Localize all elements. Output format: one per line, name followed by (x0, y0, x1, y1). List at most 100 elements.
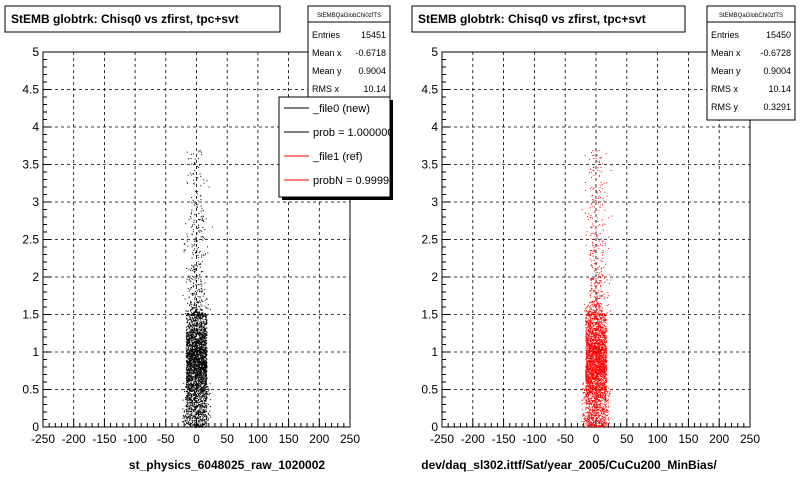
data-point (201, 309, 203, 311)
data-point (200, 393, 202, 395)
data-point (189, 419, 191, 421)
data-point (195, 333, 197, 335)
data-point (195, 376, 197, 378)
data-point (191, 403, 193, 405)
data-point (194, 404, 196, 406)
data-point (200, 322, 202, 324)
data-point (193, 384, 195, 386)
data-point (187, 403, 189, 405)
data-point (202, 363, 204, 365)
data-point (195, 425, 197, 427)
data-point (599, 396, 601, 398)
data-point (202, 423, 204, 425)
data-point (185, 377, 187, 379)
data-point (195, 384, 197, 386)
data-point (199, 311, 201, 313)
data-point (204, 333, 206, 335)
data-point (597, 369, 599, 371)
data-point (596, 361, 598, 363)
data-point (200, 314, 202, 316)
data-point (599, 332, 601, 334)
data-point (185, 348, 187, 350)
data-point (200, 406, 202, 408)
data-point (203, 254, 205, 256)
data-point (184, 424, 186, 426)
data-point (203, 327, 205, 329)
data-point (193, 269, 195, 271)
data-point (204, 299, 206, 301)
data-point (196, 320, 198, 322)
data-point (191, 355, 193, 357)
data-point (196, 191, 198, 193)
data-point (594, 426, 596, 428)
data-point (203, 362, 205, 364)
data-point (205, 396, 207, 398)
data-point (203, 353, 205, 355)
data-point (201, 355, 203, 357)
data-point (198, 401, 200, 403)
data-point (605, 365, 607, 367)
data-point (186, 377, 188, 379)
data-point (196, 314, 198, 316)
data-point (190, 286, 192, 288)
data-point (206, 379, 208, 381)
data-point (588, 409, 590, 411)
data-point (188, 379, 190, 381)
data-point (605, 380, 607, 382)
data-point (596, 329, 598, 331)
data-point (209, 410, 211, 412)
stats-label: Mean y (312, 66, 342, 76)
data-point (190, 411, 192, 413)
data-point (192, 421, 194, 423)
data-point (193, 328, 195, 330)
data-point (201, 396, 203, 398)
data-point (205, 347, 207, 349)
data-point (186, 409, 188, 411)
x-tick-label: -250 (430, 432, 454, 446)
data-point (606, 381, 608, 383)
data-point (605, 352, 607, 354)
data-point (592, 340, 594, 342)
data-point (205, 330, 207, 332)
data-point (195, 381, 197, 383)
data-point (203, 361, 205, 363)
data-point (593, 349, 595, 351)
data-point (199, 290, 201, 292)
data-point (206, 321, 208, 323)
data-point (200, 362, 202, 364)
data-point (199, 375, 201, 377)
data-point (192, 199, 194, 201)
data-point (186, 322, 188, 324)
data-point (201, 358, 203, 360)
data-point (195, 363, 197, 365)
data-point (200, 347, 202, 349)
data-point (200, 386, 202, 388)
data-point (187, 423, 189, 425)
data-point (185, 422, 187, 424)
data-point (193, 221, 195, 223)
data-point (197, 166, 199, 168)
data-point (591, 362, 593, 364)
data-point (600, 356, 602, 358)
data-point (202, 366, 204, 368)
data-point (187, 426, 189, 428)
data-point (598, 391, 600, 393)
data-point (601, 346, 603, 348)
data-point (605, 347, 607, 349)
data-point (596, 369, 598, 371)
data-point (604, 362, 606, 364)
data-point (191, 320, 193, 322)
data-point (196, 397, 198, 399)
data-point (195, 314, 197, 316)
data-point (586, 424, 588, 426)
data-point (186, 310, 188, 312)
data-point (195, 316, 197, 318)
data-point (191, 197, 193, 199)
data-point (193, 409, 195, 411)
data-point (206, 361, 208, 363)
data-point (202, 357, 204, 359)
data-point (201, 377, 203, 379)
data-point (596, 389, 598, 391)
data-point (197, 323, 199, 325)
data-point (195, 318, 197, 320)
